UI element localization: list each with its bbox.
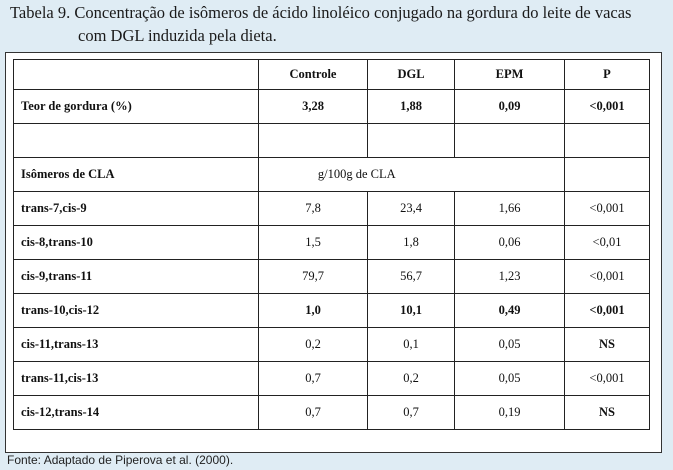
fat-epm: 0,09 [454, 89, 565, 124]
table-row: cis-12,trans-14 0,7 0,7 0,19 NS [13, 395, 650, 430]
fat-content-row: Teor de gordura (%) 3,28 1,88 0,09 <0,00… [13, 89, 650, 124]
cell-dgl: 56,7 [367, 259, 455, 294]
caption-line-2: com DGL induzida pela dieta. [78, 26, 277, 45]
cell-p: NS [564, 327, 650, 362]
fat-dgl: 1,88 [367, 89, 455, 124]
fat-p: <0,001 [564, 89, 650, 124]
spacer-cell [564, 123, 650, 158]
table-row: cis-8,trans-10 1,5 1,8 0,06 <0,01 [13, 225, 650, 260]
cell-controle: 1,5 [258, 225, 368, 260]
cell-dgl: 0,1 [367, 327, 455, 362]
section-unit: g/100g de CLA [258, 157, 455, 192]
row-label: cis-12,trans-14 [13, 395, 259, 430]
cell-epm: 0,06 [454, 225, 565, 260]
cell-controle: 79,7 [258, 259, 368, 294]
spacer-cell [367, 123, 455, 158]
cell-dgl: 0,2 [367, 361, 455, 396]
cell-epm: 1,23 [454, 259, 565, 294]
cell-p: <0,001 [564, 191, 650, 226]
cell-controle: 0,7 [258, 361, 368, 396]
cell-epm: 1,66 [454, 191, 565, 226]
section-row: Isômeros de CLA g/100g de CLA [13, 157, 650, 192]
spacer-cell [454, 123, 565, 158]
table-caption: Tabela 9. Concentração de isômeros de ác… [10, 1, 670, 47]
header-controle: Controle [258, 59, 368, 90]
cell-epm: 0,49 [454, 293, 565, 328]
header-dgl: DGL [367, 59, 455, 90]
isomer-rows: trans-7,cis-9 7,8 23,4 1,66 <0,001 cis-8… [13, 191, 650, 430]
header-row: Controle DGL EPM P [13, 59, 650, 90]
cell-epm: 0,05 [454, 361, 565, 396]
table-row: trans-10,cis-12 1,0 10,1 0,49 <0,001 [13, 293, 650, 328]
cell-p: <0,001 [564, 293, 650, 328]
row-label: trans-7,cis-9 [13, 191, 259, 226]
fat-label: Teor de gordura (%) [13, 89, 259, 124]
cell-p: NS [564, 395, 650, 430]
fat-controle: 3,28 [258, 89, 368, 124]
table-row: cis-11,trans-13 0,2 0,1 0,05 NS [13, 327, 650, 362]
row-label: cis-11,trans-13 [13, 327, 259, 362]
cell-controle: 0,7 [258, 395, 368, 430]
row-label: cis-8,trans-10 [13, 225, 259, 260]
table-row: cis-9,trans-11 79,7 56,7 1,23 <0,001 [13, 259, 650, 294]
row-label: trans-11,cis-13 [13, 361, 259, 396]
cell-epm: 0,19 [454, 395, 565, 430]
cell-p: <0,01 [564, 225, 650, 260]
cell-dgl: 0,7 [367, 395, 455, 430]
cell-p: <0,001 [564, 361, 650, 396]
spacer-row [13, 123, 650, 158]
row-label: cis-9,trans-11 [13, 259, 259, 294]
cell-dgl: 10,1 [367, 293, 455, 328]
cell-p: <0,001 [564, 259, 650, 294]
table-panel: Controle DGL EPM P Teor de gordura (%) 3… [5, 52, 662, 453]
table-row: trans-7,cis-9 7,8 23,4 1,66 <0,001 [13, 191, 650, 226]
cell-dgl: 1,8 [367, 225, 455, 260]
section-empty [564, 157, 650, 192]
spacer-cell [258, 123, 368, 158]
cell-epm: 0,05 [454, 327, 565, 362]
cell-controle: 0,2 [258, 327, 368, 362]
header-epm: EPM [454, 59, 565, 90]
header-empty [13, 59, 259, 90]
source-note: Fonte: Adaptado de Piperova et al. (2000… [7, 453, 234, 467]
cla-isomer-table: Controle DGL EPM P Teor de gordura (%) 3… [13, 59, 650, 430]
table-row: trans-11,cis-13 0,7 0,2 0,05 <0,001 [13, 361, 650, 396]
cell-dgl: 23,4 [367, 191, 455, 226]
cell-controle: 1,0 [258, 293, 368, 328]
section-label: Isômeros de CLA [13, 157, 259, 192]
caption-line-1: Tabela 9. Concentração de isômeros de ác… [10, 3, 632, 22]
spacer-cell [13, 123, 259, 158]
header-p: P [564, 59, 650, 90]
section-empty [454, 157, 565, 192]
cell-controle: 7,8 [258, 191, 368, 226]
row-label: trans-10,cis-12 [13, 293, 259, 328]
